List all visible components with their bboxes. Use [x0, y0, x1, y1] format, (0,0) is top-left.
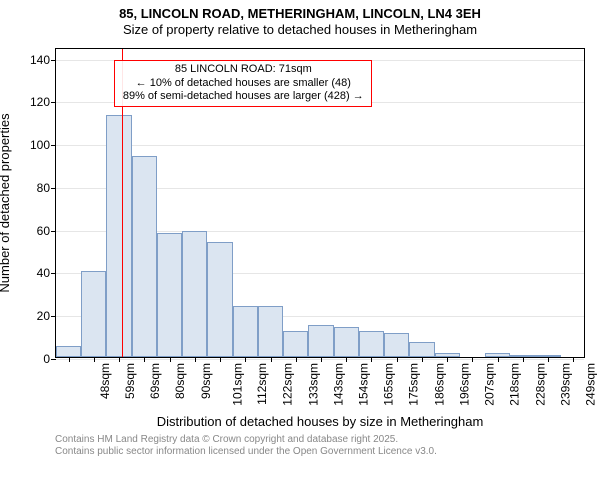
x-tick	[94, 357, 95, 362]
x-tick-label: 165sqm	[382, 363, 396, 406]
chart-container: Number of detached properties 0204060801…	[0, 40, 600, 460]
x-tick-label: 59sqm	[123, 363, 137, 399]
histogram-bar	[283, 331, 308, 357]
credits-line2: Contains public sector information licen…	[55, 446, 437, 458]
histogram-bar	[132, 156, 157, 357]
gridline	[56, 145, 584, 146]
x-tick	[573, 357, 574, 362]
annotation-line2: ← 10% of detached houses are smaller (48…	[121, 77, 365, 91]
title-main: 85, LINCOLN ROAD, METHERINGHAM, LINCOLN,…	[0, 6, 600, 22]
y-axis-label: Number of detached properties	[0, 113, 12, 292]
x-tick	[523, 357, 524, 362]
x-tick	[245, 357, 246, 362]
x-tick	[271, 357, 272, 362]
plot-area: 02040608010012014048sqm59sqm69sqm80sqm90…	[55, 48, 585, 358]
y-tick-label: 120	[30, 95, 56, 109]
x-tick-label: 249sqm	[584, 363, 598, 406]
x-tick	[119, 357, 120, 362]
histogram-bar	[359, 331, 384, 357]
x-tick-label: 186sqm	[432, 363, 446, 406]
x-tick	[69, 357, 70, 362]
x-tick	[195, 357, 196, 362]
x-tick-label: 196sqm	[458, 363, 472, 406]
x-tick	[371, 357, 372, 362]
histogram-bar	[106, 115, 131, 357]
histogram-bar	[384, 333, 409, 357]
histogram-bar	[157, 233, 182, 357]
x-tick-label: 101sqm	[231, 363, 245, 406]
histogram-bar	[56, 346, 81, 357]
x-tick	[346, 357, 347, 362]
annotation-box: 85 LINCOLN ROAD: 71sqm← 10% of detached …	[114, 60, 372, 107]
x-tick	[296, 357, 297, 362]
histogram-bar	[409, 342, 434, 357]
histogram-bar	[233, 306, 258, 357]
histogram-bar	[207, 242, 232, 357]
x-tick-label: 154sqm	[357, 363, 371, 406]
x-tick-label: 228sqm	[533, 363, 547, 406]
x-tick-label: 207sqm	[483, 363, 497, 406]
histogram-bar	[182, 231, 207, 357]
gridline	[56, 359, 584, 360]
y-tick-label: 20	[37, 309, 56, 323]
histogram-bar	[258, 306, 283, 357]
histogram-bar	[308, 325, 333, 357]
annotation-line1: 85 LINCOLN ROAD: 71sqm	[121, 63, 365, 77]
x-tick-label: 90sqm	[199, 363, 213, 399]
x-tick-label: 112sqm	[255, 363, 269, 405]
x-tick-label: 69sqm	[148, 363, 162, 399]
x-tick	[397, 357, 398, 362]
x-tick	[472, 357, 473, 362]
x-tick	[170, 357, 171, 362]
y-tick-label: 60	[37, 224, 56, 238]
chart-title-block: 85, LINCOLN ROAD, METHERINGHAM, LINCOLN,…	[0, 0, 600, 39]
x-tick	[220, 357, 221, 362]
histogram-bar	[334, 327, 359, 357]
x-tick-label: 122sqm	[281, 363, 295, 406]
x-tick	[498, 357, 499, 362]
credits: Contains HM Land Registry data © Crown c…	[55, 434, 437, 458]
y-tick-label: 40	[37, 266, 56, 280]
x-tick	[321, 357, 322, 362]
y-tick-label: 140	[30, 53, 56, 67]
x-tick	[447, 357, 448, 362]
x-tick-label: 80sqm	[173, 363, 187, 399]
y-tick-label: 0	[43, 352, 56, 366]
x-tick-label: 48sqm	[98, 363, 112, 399]
x-tick-label: 239sqm	[559, 363, 573, 406]
x-tick	[144, 357, 145, 362]
annotation-line3: 89% of semi-detached houses are larger (…	[121, 90, 365, 104]
x-tick-label: 133sqm	[306, 363, 320, 406]
histogram-bar	[81, 271, 106, 357]
x-tick	[422, 357, 423, 362]
y-tick-label: 100	[30, 138, 56, 152]
y-tick-label: 80	[37, 181, 56, 195]
title-sub: Size of property relative to detached ho…	[0, 22, 600, 38]
x-tick-label: 175sqm	[407, 363, 421, 406]
credits-line1: Contains HM Land Registry data © Crown c…	[55, 434, 437, 446]
x-tick	[548, 357, 549, 362]
x-tick-label: 143sqm	[331, 363, 345, 406]
x-tick-label: 218sqm	[508, 363, 522, 406]
x-axis-label: Distribution of detached houses by size …	[55, 414, 585, 429]
